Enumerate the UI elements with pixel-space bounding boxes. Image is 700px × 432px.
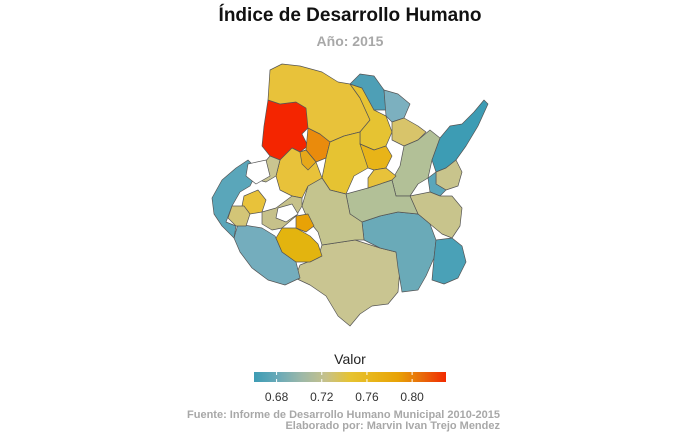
caption-source: Fuente: Informe de Desarrollo Humano Mun… bbox=[187, 409, 500, 421]
legend-tick-label: 0.68 bbox=[264, 390, 289, 404]
legend-tick-label: 0.72 bbox=[310, 390, 334, 404]
region-west-small2 bbox=[227, 205, 251, 227]
region-east-dark bbox=[431, 99, 489, 173]
region-southeast-dark bbox=[431, 237, 467, 285]
choropleth-map bbox=[211, 63, 489, 327]
region-southwest bbox=[233, 223, 301, 286]
legend-tick-label: 0.80 bbox=[400, 390, 424, 404]
region-left-middle-orange bbox=[299, 149, 317, 171]
caption-author: Elaborado por: Marvin Ivan Trejo Mendez bbox=[285, 420, 500, 432]
legend-tick-label: 0.76 bbox=[355, 390, 379, 404]
region-southwest-yellow bbox=[275, 227, 323, 263]
region-north-blue2 bbox=[383, 89, 411, 123]
region-northeast-light bbox=[391, 117, 427, 147]
region-sw-small-orange bbox=[295, 213, 315, 233]
map-subtitle: Año: 2015 bbox=[316, 33, 384, 49]
region-center-yellow2 bbox=[359, 143, 393, 171]
legend-color-bar bbox=[254, 372, 446, 382]
region-west bbox=[211, 159, 259, 239]
map-title: Índice de Desarrollo Humano bbox=[218, 5, 482, 26]
region-center-yellow3 bbox=[367, 167, 397, 189]
map-hole-1 bbox=[275, 203, 299, 223]
legend-title: Valor bbox=[334, 351, 366, 367]
map-hole-2 bbox=[245, 159, 271, 185]
